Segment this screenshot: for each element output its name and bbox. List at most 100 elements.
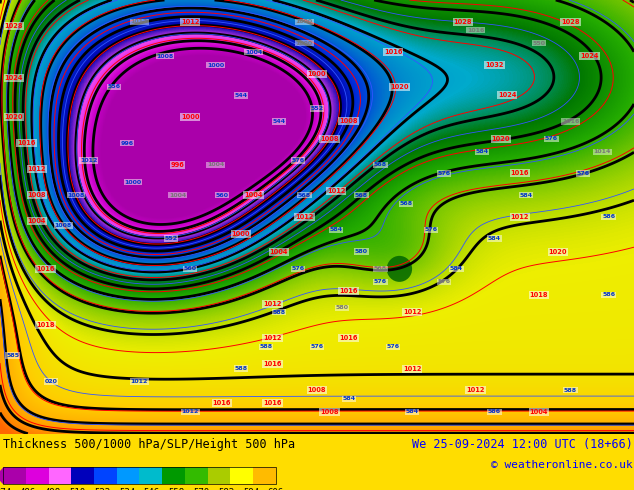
- Text: 580: 580: [336, 305, 349, 310]
- Text: 1012: 1012: [131, 19, 148, 24]
- Text: 1004: 1004: [529, 409, 548, 415]
- Text: 1008: 1008: [320, 136, 339, 142]
- Text: 584: 584: [342, 396, 355, 401]
- Bar: [3, 467, 26, 484]
- Text: 568: 568: [374, 162, 387, 167]
- Text: © weatheronline.co.uk: © weatheronline.co.uk: [491, 460, 633, 469]
- Polygon shape: [0, 467, 3, 484]
- Bar: [3, 467, 276, 484]
- Text: 1016: 1016: [510, 171, 529, 176]
- Text: 1004: 1004: [244, 192, 263, 198]
- Text: 1012: 1012: [181, 19, 200, 25]
- Text: 534: 534: [119, 488, 135, 490]
- Text: 1020: 1020: [4, 114, 23, 120]
- Text: 584: 584: [450, 267, 463, 271]
- Text: 1024: 1024: [498, 93, 517, 98]
- Text: 1004: 1004: [207, 162, 224, 167]
- Text: 474: 474: [0, 488, 11, 490]
- Text: 1012: 1012: [263, 335, 282, 341]
- Text: 576: 576: [577, 171, 590, 176]
- Text: 1004: 1004: [245, 49, 262, 54]
- Text: 1012: 1012: [295, 214, 314, 220]
- Bar: [94, 467, 117, 484]
- Text: 1012: 1012: [403, 309, 422, 315]
- Text: 586: 586: [488, 410, 501, 415]
- Text: 576: 576: [425, 227, 437, 232]
- Text: 510: 510: [70, 488, 86, 490]
- Text: 498: 498: [44, 488, 61, 490]
- Ellipse shape: [387, 256, 412, 282]
- Text: 1000: 1000: [231, 231, 250, 237]
- Text: 576: 576: [311, 344, 323, 349]
- Text: 544: 544: [273, 119, 285, 124]
- Text: 576: 576: [374, 279, 387, 284]
- Text: 1020: 1020: [491, 136, 510, 142]
- Text: 1008: 1008: [307, 387, 327, 393]
- Text: 1000: 1000: [124, 180, 142, 185]
- Text: 576: 576: [545, 136, 558, 141]
- Text: 584: 584: [406, 410, 418, 415]
- Text: 584: 584: [476, 149, 488, 154]
- Text: 1012: 1012: [510, 214, 529, 220]
- Text: 1020: 1020: [390, 84, 409, 90]
- Text: 1024: 1024: [4, 75, 23, 81]
- Text: 020: 020: [44, 379, 57, 384]
- Text: 586: 586: [602, 214, 615, 220]
- Text: 1000: 1000: [207, 63, 224, 68]
- Text: 1024: 1024: [580, 53, 599, 59]
- Text: 552: 552: [165, 236, 178, 241]
- Text: 576: 576: [292, 267, 304, 271]
- Text: 568: 568: [374, 267, 387, 271]
- Text: 568: 568: [298, 193, 311, 197]
- Text: 996: 996: [171, 162, 184, 168]
- Text: 1016: 1016: [263, 361, 282, 368]
- Text: 1016: 1016: [212, 400, 231, 406]
- Text: 1008: 1008: [320, 409, 339, 415]
- Text: 1012: 1012: [131, 379, 148, 384]
- Text: 1000: 1000: [307, 71, 327, 77]
- Text: 1004: 1004: [169, 193, 186, 197]
- Text: 1008: 1008: [67, 193, 85, 197]
- Text: 550: 550: [533, 41, 545, 46]
- Text: 1012: 1012: [466, 387, 485, 393]
- Bar: [230, 467, 253, 484]
- Text: 584: 584: [330, 227, 342, 232]
- Text: 1008: 1008: [339, 119, 358, 124]
- Text: 576: 576: [387, 344, 399, 349]
- Text: 570: 570: [193, 488, 209, 490]
- Text: 1000: 1000: [295, 19, 313, 24]
- Text: We 25-09-2024 12:00 UTC (18+66): We 25-09-2024 12:00 UTC (18+66): [412, 438, 633, 451]
- Text: 558: 558: [169, 488, 184, 490]
- Text: 1000: 1000: [181, 114, 200, 120]
- Text: 588: 588: [273, 310, 285, 315]
- Text: 582: 582: [218, 488, 235, 490]
- Text: 1012: 1012: [263, 300, 282, 307]
- Text: 1032: 1032: [485, 62, 504, 68]
- Text: 1004: 1004: [269, 248, 288, 254]
- Text: 1018: 1018: [529, 292, 548, 298]
- Text: 522: 522: [94, 488, 110, 490]
- Text: 1016: 1016: [562, 119, 579, 124]
- Text: 1016: 1016: [384, 49, 403, 55]
- Text: 552: 552: [311, 106, 323, 111]
- Text: 1000: 1000: [295, 41, 313, 46]
- Text: 588: 588: [235, 366, 247, 371]
- Text: 1016: 1016: [339, 288, 358, 294]
- Text: 576: 576: [437, 171, 450, 176]
- Text: 1014: 1014: [593, 149, 611, 154]
- Bar: [253, 467, 276, 484]
- Text: 1028: 1028: [561, 19, 580, 25]
- Text: 588: 588: [260, 344, 273, 349]
- Text: Thickness 500/1000 hPa/SLP/Height 500 hPa: Thickness 500/1000 hPa/SLP/Height 500 hP…: [3, 438, 295, 451]
- Text: 1004: 1004: [27, 218, 46, 224]
- Text: 576: 576: [437, 279, 450, 284]
- Text: 1028: 1028: [4, 23, 23, 29]
- Text: 584: 584: [488, 236, 501, 241]
- Text: 546: 546: [144, 488, 160, 490]
- Text: 1012: 1012: [403, 366, 422, 371]
- Bar: [162, 467, 185, 484]
- Text: 996: 996: [120, 141, 133, 146]
- Text: 584: 584: [520, 193, 533, 197]
- Text: 586: 586: [602, 293, 615, 297]
- Text: 1028: 1028: [453, 19, 472, 25]
